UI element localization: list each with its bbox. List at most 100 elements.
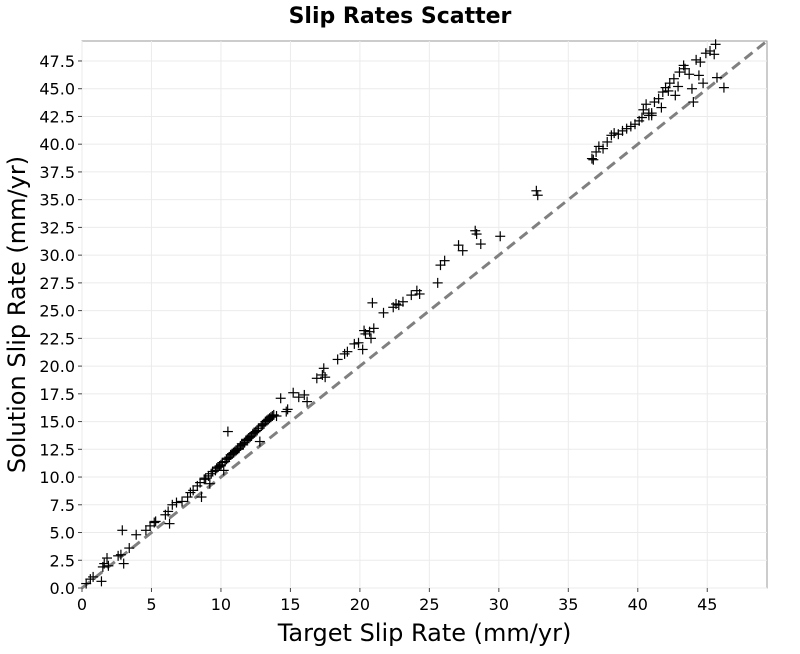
data-point — [414, 288, 425, 299]
y-tick-label: 15.0 — [39, 413, 75, 432]
data-point — [171, 497, 182, 508]
data-point — [115, 549, 126, 560]
data-point — [281, 406, 292, 417]
data-point — [586, 153, 597, 164]
data-point — [691, 54, 702, 65]
data-point — [406, 290, 417, 301]
y-tick-label: 0.0 — [50, 579, 75, 598]
data-point — [218, 465, 229, 476]
data-point — [432, 277, 443, 288]
data-point — [656, 102, 667, 113]
data-point — [117, 525, 128, 536]
data-point — [188, 485, 199, 496]
data-point — [453, 240, 464, 251]
data-point — [664, 78, 675, 89]
data-point — [131, 529, 142, 540]
data-point — [271, 411, 282, 422]
y-tick-label: 12.5 — [39, 440, 75, 459]
data-point — [99, 558, 110, 569]
data-point — [680, 63, 691, 74]
x-tick-label: 45 — [697, 595, 717, 614]
data-point — [357, 344, 368, 355]
y-tick-label: 25.0 — [39, 302, 75, 321]
data-point — [353, 337, 364, 348]
data-point — [591, 146, 602, 157]
data-point — [663, 85, 674, 96]
data-point — [275, 393, 286, 404]
y-tick-label: 10.0 — [39, 468, 75, 487]
data-point — [670, 90, 681, 101]
data-point — [118, 558, 129, 569]
data-point — [709, 49, 720, 60]
data-point — [638, 104, 649, 115]
y-tick-label: 7.5 — [50, 496, 75, 515]
x-axis-label: Target Slip Rate (mm/yr) — [277, 619, 572, 647]
y-tick-label: 17.5 — [39, 385, 75, 404]
data-point — [378, 307, 389, 318]
y-tick-label: 37.5 — [39, 163, 75, 182]
data-point — [653, 93, 664, 104]
data-point — [621, 123, 632, 134]
data-point — [646, 108, 657, 119]
data-point — [471, 229, 482, 240]
data-point — [163, 506, 174, 517]
y-tick-label: 42.5 — [39, 107, 75, 126]
data-point — [177, 496, 188, 507]
data-point — [103, 560, 114, 571]
data-point — [302, 396, 313, 407]
data-point — [196, 492, 207, 503]
data-point — [366, 333, 377, 344]
data-point — [684, 69, 695, 80]
x-tick-label: 20 — [350, 595, 370, 614]
chart-title: Slip Rates Scatter — [289, 4, 512, 29]
data-point — [686, 83, 697, 94]
data-point — [96, 576, 107, 587]
data-point — [140, 525, 151, 536]
data-point — [674, 67, 685, 78]
y-tick-label: 47.5 — [39, 52, 75, 71]
data-point — [532, 190, 543, 201]
data-point — [124, 543, 135, 554]
data-point — [617, 125, 628, 136]
data-point — [531, 185, 542, 196]
data-point — [293, 392, 304, 403]
y-tick-label: 30.0 — [39, 246, 75, 265]
data-point — [349, 338, 360, 349]
data-point — [318, 363, 329, 374]
data-point — [204, 478, 215, 489]
data-point — [695, 57, 706, 68]
data-point — [102, 553, 113, 564]
y-tick-label: 35.0 — [39, 191, 75, 210]
y-axis-label: Solution Slip Rate (mm/yr) — [3, 156, 31, 473]
data-point — [282, 404, 293, 415]
data-point — [288, 387, 299, 398]
data-point — [332, 354, 343, 365]
data-point — [367, 297, 378, 308]
data-point — [360, 328, 371, 339]
x-tick-label: 25 — [419, 595, 439, 614]
y-axis-ticks: 0.0 2.5 5.0 7.5 10.0 12.5 15.0 17.5 20.0 22.5 25.0… — [39, 52, 82, 598]
data-point — [593, 141, 604, 152]
x-tick-label: 15 — [280, 595, 300, 614]
data-points — [81, 39, 729, 589]
data-point — [150, 516, 161, 527]
data-point — [711, 72, 722, 83]
x-tick-label: 30 — [489, 595, 509, 614]
y-tick-label: 5.0 — [50, 524, 75, 543]
data-point — [475, 239, 486, 250]
data-point — [698, 78, 709, 89]
y-tick-label: 27.5 — [39, 274, 75, 293]
data-point — [673, 81, 684, 92]
y-tick-label: 45.0 — [39, 80, 75, 99]
data-point — [636, 112, 647, 123]
y-tick-label: 2.5 — [50, 551, 75, 570]
data-point — [710, 39, 721, 50]
data-point — [88, 571, 99, 582]
data-point — [222, 426, 233, 437]
data-point — [641, 99, 652, 110]
data-point — [81, 578, 92, 589]
data-point — [700, 48, 711, 59]
y-tick-label: 20.0 — [39, 357, 75, 376]
